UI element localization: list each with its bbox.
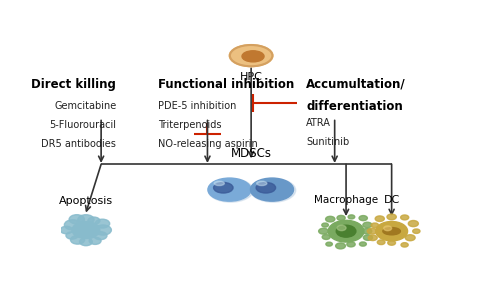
Circle shape (377, 240, 385, 244)
Circle shape (66, 232, 78, 239)
Circle shape (375, 216, 384, 221)
Circle shape (328, 220, 364, 242)
Text: NO-releasing aspirin: NO-releasing aspirin (158, 139, 258, 148)
Circle shape (69, 215, 84, 224)
Circle shape (348, 215, 355, 219)
Circle shape (325, 216, 335, 222)
Text: Accumultation/: Accumultation/ (306, 78, 406, 91)
Ellipse shape (208, 178, 253, 202)
Circle shape (367, 228, 377, 234)
Circle shape (360, 242, 367, 246)
Text: DC: DC (384, 195, 400, 205)
Ellipse shape (250, 178, 295, 202)
Circle shape (322, 235, 330, 239)
Circle shape (78, 215, 94, 224)
Circle shape (413, 229, 420, 233)
Text: Macrophage: Macrophage (314, 195, 378, 205)
Circle shape (405, 235, 415, 241)
Ellipse shape (383, 228, 400, 235)
Circle shape (359, 216, 368, 221)
Circle shape (384, 226, 392, 231)
Circle shape (94, 232, 107, 240)
Ellipse shape (229, 45, 273, 67)
Circle shape (368, 235, 377, 241)
Circle shape (64, 220, 81, 230)
Circle shape (408, 220, 418, 226)
Circle shape (337, 215, 345, 220)
Circle shape (371, 223, 379, 228)
Circle shape (60, 226, 73, 234)
Ellipse shape (242, 51, 264, 62)
Text: Sunitinib: Sunitinib (306, 137, 349, 147)
Circle shape (376, 221, 408, 241)
Text: Gemcitabine: Gemcitabine (54, 101, 116, 111)
Text: Apoptosis: Apoptosis (59, 196, 113, 206)
Circle shape (401, 243, 408, 247)
Ellipse shape (214, 181, 224, 186)
Circle shape (363, 228, 372, 234)
Circle shape (95, 219, 110, 228)
Circle shape (364, 235, 372, 240)
Circle shape (388, 241, 395, 245)
Text: 5-Fluorouracil: 5-Fluorouracil (49, 120, 116, 130)
Circle shape (336, 225, 356, 237)
Circle shape (95, 225, 111, 235)
Circle shape (89, 237, 101, 244)
Circle shape (71, 236, 85, 244)
Circle shape (337, 225, 346, 231)
Text: differentiation: differentiation (306, 100, 403, 112)
Circle shape (326, 242, 332, 246)
Text: ATRA: ATRA (306, 118, 331, 128)
Circle shape (363, 222, 372, 228)
Text: Triterpenoids: Triterpenoids (158, 120, 221, 130)
Circle shape (347, 242, 355, 247)
Text: DR5 antibodies: DR5 antibodies (42, 139, 116, 148)
Ellipse shape (208, 178, 251, 201)
Circle shape (72, 222, 100, 238)
Ellipse shape (250, 178, 294, 201)
Text: PDE-5 inhibition: PDE-5 inhibition (158, 101, 237, 111)
Text: MDSCs: MDSCs (231, 147, 271, 160)
Ellipse shape (256, 182, 275, 193)
Ellipse shape (257, 181, 267, 186)
Circle shape (88, 217, 100, 224)
Circle shape (79, 238, 92, 246)
Text: Functional inhibition: Functional inhibition (158, 78, 294, 91)
Circle shape (401, 215, 409, 220)
Circle shape (322, 223, 328, 227)
Circle shape (318, 228, 328, 234)
Text: Direct killing: Direct killing (31, 78, 116, 91)
Circle shape (336, 243, 345, 249)
Ellipse shape (214, 182, 233, 193)
Text: HPC: HPC (240, 72, 263, 82)
Circle shape (387, 214, 396, 220)
